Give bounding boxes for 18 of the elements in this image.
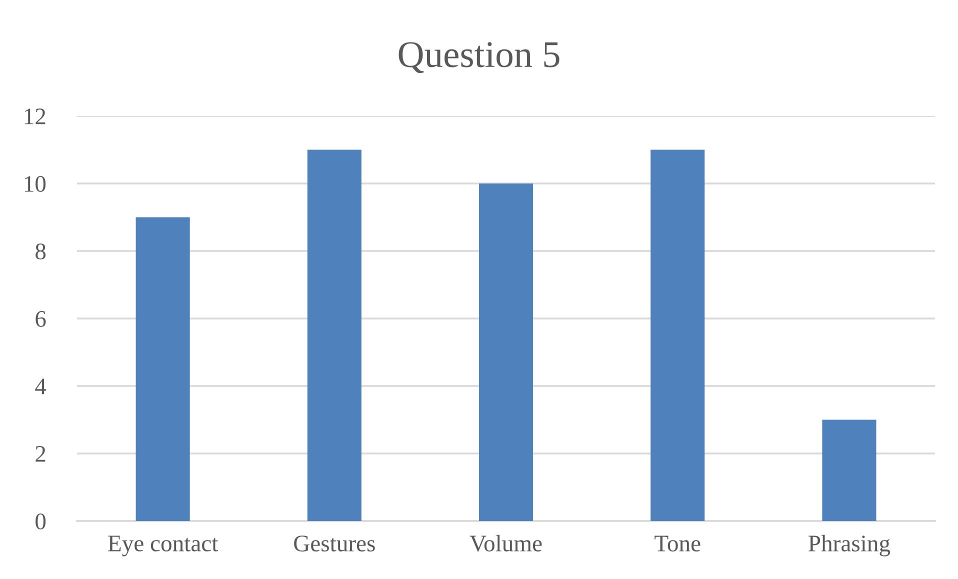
y-tick-label: 6 [36, 311, 46, 327]
chart-title: Question 5 [398, 42, 560, 73]
x-tick-label: Gestures [294, 536, 375, 552]
bar [307, 150, 362, 521]
bar [478, 183, 534, 521]
x-tick-label: Eye contact [108, 536, 218, 556]
y-tick-label: 10 [24, 176, 46, 192]
y-tick-label: 8 [36, 243, 46, 260]
x-tick-label: Volume [470, 534, 542, 552]
x-tick-label: Phrasing [808, 534, 890, 556]
y-tick-label: 12 [24, 108, 46, 124]
x-tick-label: Tone [654, 536, 700, 552]
y-tick-label: 2 [36, 446, 46, 462]
y-tick-label: 4 [35, 378, 46, 394]
bar [822, 420, 876, 521]
bar [650, 150, 705, 521]
y-tick-label: 0 [36, 513, 46, 530]
bar [136, 217, 190, 521]
